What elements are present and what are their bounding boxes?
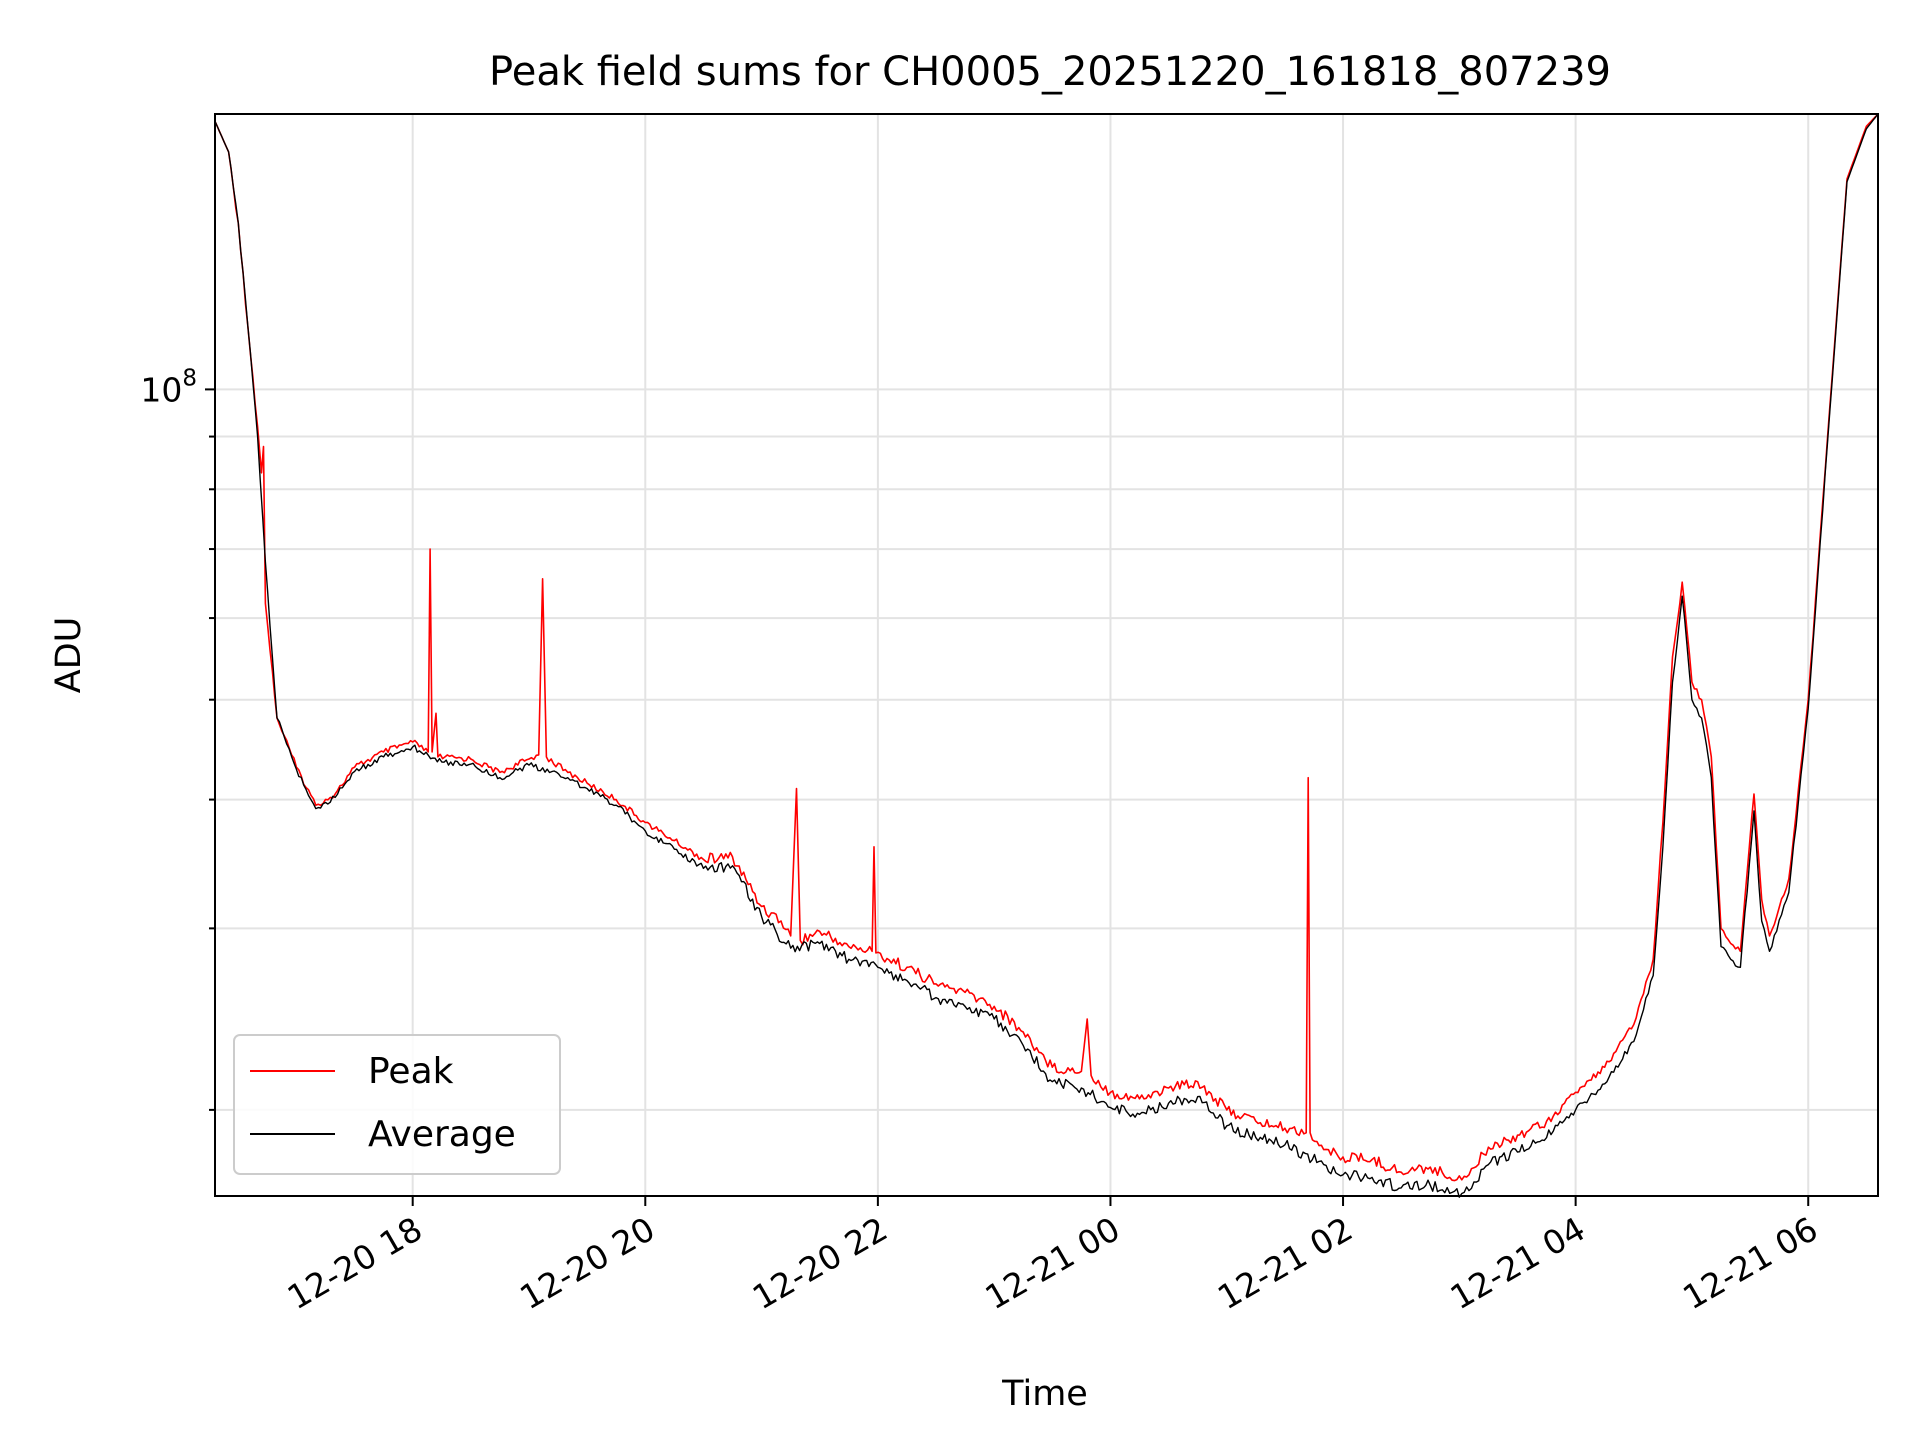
x-axis-label: Time bbox=[1001, 1374, 1088, 1414]
legend-box bbox=[233, 1034, 561, 1175]
series-line-average bbox=[214, 113, 1879, 1198]
legend: Peak Average bbox=[233, 1034, 561, 1175]
chart-title: Peak field sums for CH0005_20251220_1618… bbox=[489, 49, 1611, 95]
series-layer bbox=[214, 113, 1879, 1198]
legend-label-average: Average bbox=[368, 1114, 516, 1155]
y-tick-label: 108 bbox=[140, 365, 197, 409]
series-line-peak bbox=[214, 113, 1879, 1182]
plot-frame bbox=[214, 113, 1879, 1197]
y-axis: 108 bbox=[140, 365, 215, 1111]
grid bbox=[215, 114, 1878, 1196]
y-axis-label: ADU bbox=[49, 617, 89, 694]
legend-label-peak: Peak bbox=[368, 1051, 454, 1092]
